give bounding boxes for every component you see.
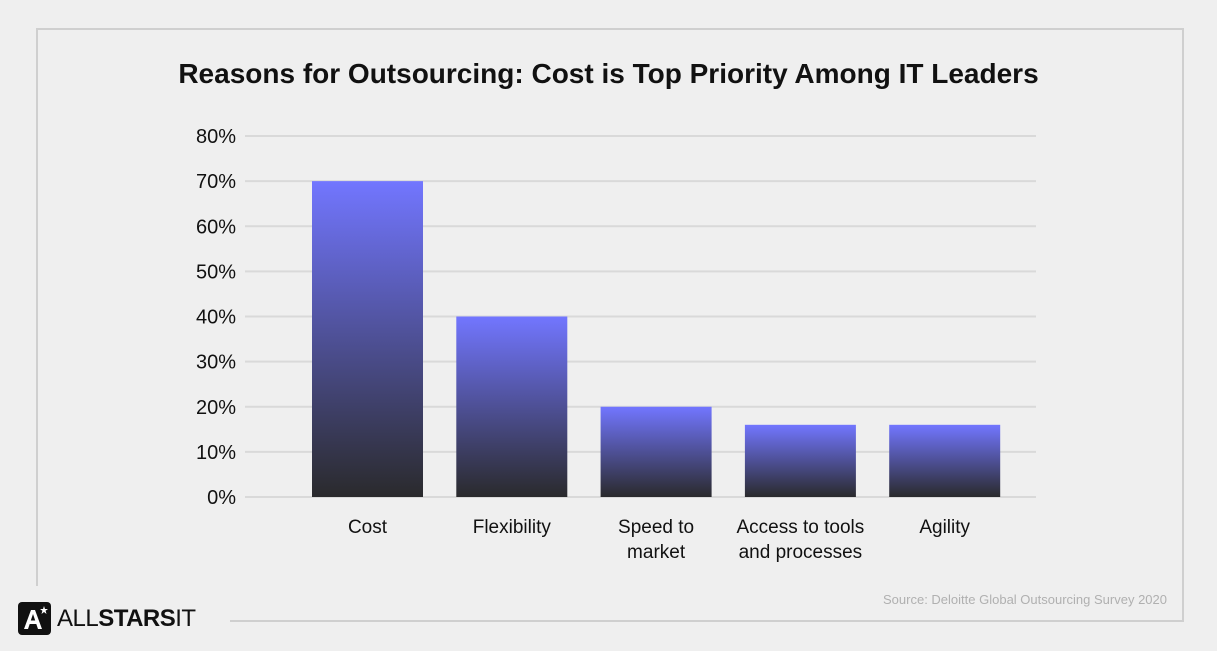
x-tick-label: Cost <box>348 517 388 538</box>
x-tick-label: and processes <box>739 542 863 563</box>
logo-text: ALLSTARSIT <box>57 604 196 632</box>
y-tick-label: 10% <box>196 442 236 464</box>
y-tick-label: 50% <box>196 261 236 283</box>
allstarsit-logo: ALLSTARSIT <box>18 602 196 635</box>
x-tick-label: Agility <box>919 517 970 538</box>
x-tick-label: Flexibility <box>473 517 552 538</box>
logo-a-star-icon <box>18 602 51 635</box>
y-tick-label: 0% <box>207 487 236 509</box>
frame-border <box>36 28 38 586</box>
source-note: Source: Deloitte Global Outsourcing Surv… <box>883 592 1167 607</box>
bar-access-to-tools-and-processes <box>744 424 856 497</box>
x-tick-label: market <box>627 542 686 563</box>
y-tick-label: 20% <box>196 397 236 419</box>
x-tick-label: Access to tools <box>737 517 865 538</box>
logo-mark <box>18 602 51 635</box>
y-tick-label: 30% <box>196 352 236 374</box>
frame-border <box>230 620 1184 622</box>
y-tick-label: 80% <box>196 126 236 148</box>
bar-cost <box>312 181 423 497</box>
y-tick-label: 60% <box>196 216 236 238</box>
bar-agility <box>889 424 1001 497</box>
frame-border <box>1182 28 1184 622</box>
chart-title: Reasons for Outsourcing: Cost is Top Pri… <box>178 58 1039 89</box>
bar-flexibility <box>456 316 568 497</box>
y-tick-label: 70% <box>196 171 236 193</box>
x-tick-label: Speed to <box>618 517 694 538</box>
y-tick-label: 40% <box>196 307 236 329</box>
frame-border <box>37 28 1183 30</box>
bar-speed-to-market <box>600 406 712 497</box>
